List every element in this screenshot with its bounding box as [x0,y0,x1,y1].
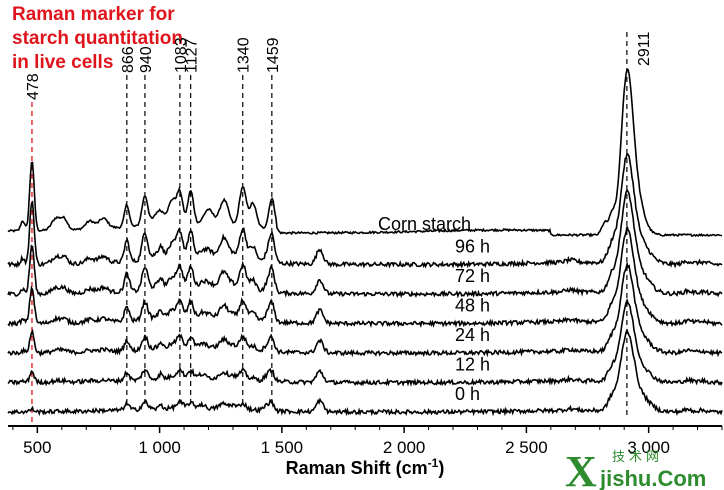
spectrum-line [7,328,723,417]
series-label: Corn starch [378,214,471,234]
watermark-chinese: 技术网 [612,450,663,465]
spectrum-line [7,188,723,299]
annotation-line-2: starch quantitation [12,28,183,49]
spectrum-line [7,260,723,358]
series-label: 0 h [455,384,480,404]
peak-label-866: 866 [120,46,137,73]
x-tick-label: 1 000 [138,438,181,457]
watermark-x: X [565,447,597,490]
peak-label-2911: 2911 [636,31,653,66]
spectrum-line [7,152,723,269]
series-label: 12 h [455,355,490,375]
x-tick-label: 1 500 [261,438,304,457]
starch-marker-annotation: Raman marker for starch quantitation in … [12,4,183,73]
peak-label-1127: 1127 [184,38,201,73]
spectra-traces: Corn starch 96 h 72 h 48 h 24 h 12 h 0 h [7,68,723,417]
peak-label-1340: 1340 [236,37,253,73]
annotation-line-3: in live cells [12,52,113,73]
x-tick-label: 500 [23,438,51,457]
peak-label-1459: 1459 [265,37,282,73]
spectrum-line [7,68,723,238]
series-label: 72 h [455,266,490,286]
marker-label-478: 478 [25,73,42,100]
x-axis-title: Raman Shift (cm-1) [286,456,445,478]
x-tick-label: 2 500 [505,438,548,457]
x-tick-label: 2 000 [383,438,426,457]
annotation-line-1: Raman marker for [12,4,175,25]
series-label: 96 h [455,237,490,257]
peak-label-940: 940 [138,46,155,73]
series-label: 48 h [455,296,490,316]
spectrum-line [7,226,723,329]
x-axis: 500 1 000 1 500 2 000 2 500 3 000 [8,425,723,457]
spectrum-line [7,298,723,387]
series-label: 24 h [455,325,490,345]
watermark-domain: jishu.Com [599,466,706,490]
x-tick-label: 3 000 [627,438,670,457]
peak-label-1083: 1083 [173,37,190,73]
watermark-logo: 技术网 X jishu.Com [565,447,706,490]
